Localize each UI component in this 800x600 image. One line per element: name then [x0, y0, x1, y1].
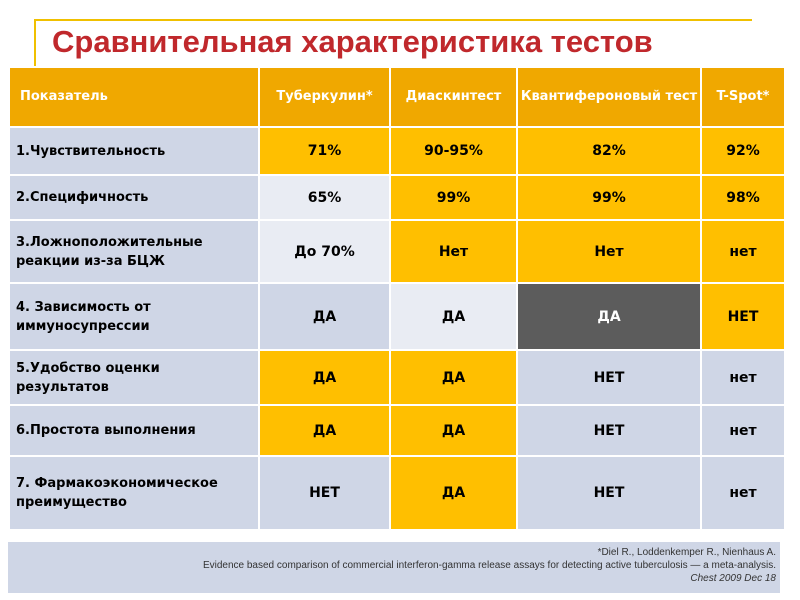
footnote-title: Evidence based comparison of commercial …	[202, 560, 776, 571]
table-cell: ДА	[258, 404, 391, 457]
footnote: *Diel R., Loddenkemper R., Nienhaus A. E…	[8, 540, 780, 593]
table-cell: нет	[700, 455, 786, 531]
table-cell: 71%	[258, 126, 391, 176]
row-label: 7. Фармакоэкономическое преимущество	[8, 455, 260, 531]
table-cell: 99%	[516, 174, 702, 221]
table-header-row: Показатель Туберкулин* Диаскинтест Квант…	[8, 66, 786, 128]
table-row: 7. Фармакоэкономическое преимущество НЕТ…	[8, 455, 786, 531]
table-cell: нет	[700, 219, 786, 284]
footnote-citation: Chest 2009 Dec 18	[690, 573, 776, 584]
table-cell: ДА	[389, 282, 518, 351]
table-row: 2.Специфичность 65% 99% 99% 98%	[8, 174, 786, 221]
column-header: Квантифероновый тест	[516, 66, 702, 128]
table-cell: ДА	[389, 349, 518, 406]
table-cell: ДА	[258, 282, 391, 351]
table-cell: 65%	[258, 174, 391, 221]
table-row: 5.Удобство оценки результатов ДА ДА НЕТ …	[8, 349, 786, 406]
comparison-table: Показатель Туберкулин* Диаскинтест Квант…	[8, 66, 786, 531]
title-frame-left	[34, 19, 36, 71]
table-cell: 92%	[700, 126, 786, 176]
row-label: 2.Специфичность	[8, 174, 260, 221]
table-row: 4. Зависимость от иммуносупрессии ДА ДА …	[8, 282, 786, 351]
table-cell: НЕТ	[700, 282, 786, 351]
table-cell: 82%	[516, 126, 702, 176]
row-label: 4. Зависимость от иммуносупрессии	[8, 282, 260, 351]
title-frame-top	[34, 19, 752, 21]
column-header: Диаскинтест	[389, 66, 518, 128]
row-label: 1.Чувствительность	[8, 126, 260, 176]
table-cell: До 70%	[258, 219, 391, 284]
table-cell: Нет	[516, 219, 702, 284]
table-cell: 90-95%	[389, 126, 518, 176]
table-row: 3.Ложноположительные реакции из-за БЦЖ Д…	[8, 219, 786, 284]
row-label: 5.Удобство оценки результатов	[8, 349, 260, 406]
table-cell: нет	[700, 349, 786, 406]
table-cell: НЕТ	[258, 455, 391, 531]
table-row: 1.Чувствительность 71% 90-95% 82% 92%	[8, 126, 786, 176]
table-cell: ДА	[516, 282, 702, 351]
column-header: Туберкулин*	[258, 66, 391, 128]
table-cell: ДА	[389, 404, 518, 457]
table-cell: ДА	[258, 349, 391, 406]
table-cell: НЕТ	[516, 349, 702, 406]
row-label: 3.Ложноположительные реакции из-за БЦЖ	[8, 219, 260, 284]
page-title: Сравнительная характеристика тестов	[52, 24, 653, 59]
column-header: T-Spot*	[700, 66, 786, 128]
table-cell: ДА	[389, 455, 518, 531]
column-header: Показатель	[8, 66, 260, 128]
table-cell: 99%	[389, 174, 518, 221]
table-cell: НЕТ	[516, 455, 702, 531]
table-cell: НЕТ	[516, 404, 702, 457]
table-row: 6.Простота выполнения ДА ДА НЕТ нет	[8, 404, 786, 457]
row-label: 6.Простота выполнения	[8, 404, 260, 457]
table-cell: Нет	[389, 219, 518, 284]
table-cell: 98%	[700, 174, 786, 221]
footnote-authors: *Diel R., Loddenkemper R., Nienhaus A.	[597, 547, 776, 558]
table-cell: нет	[700, 404, 786, 457]
